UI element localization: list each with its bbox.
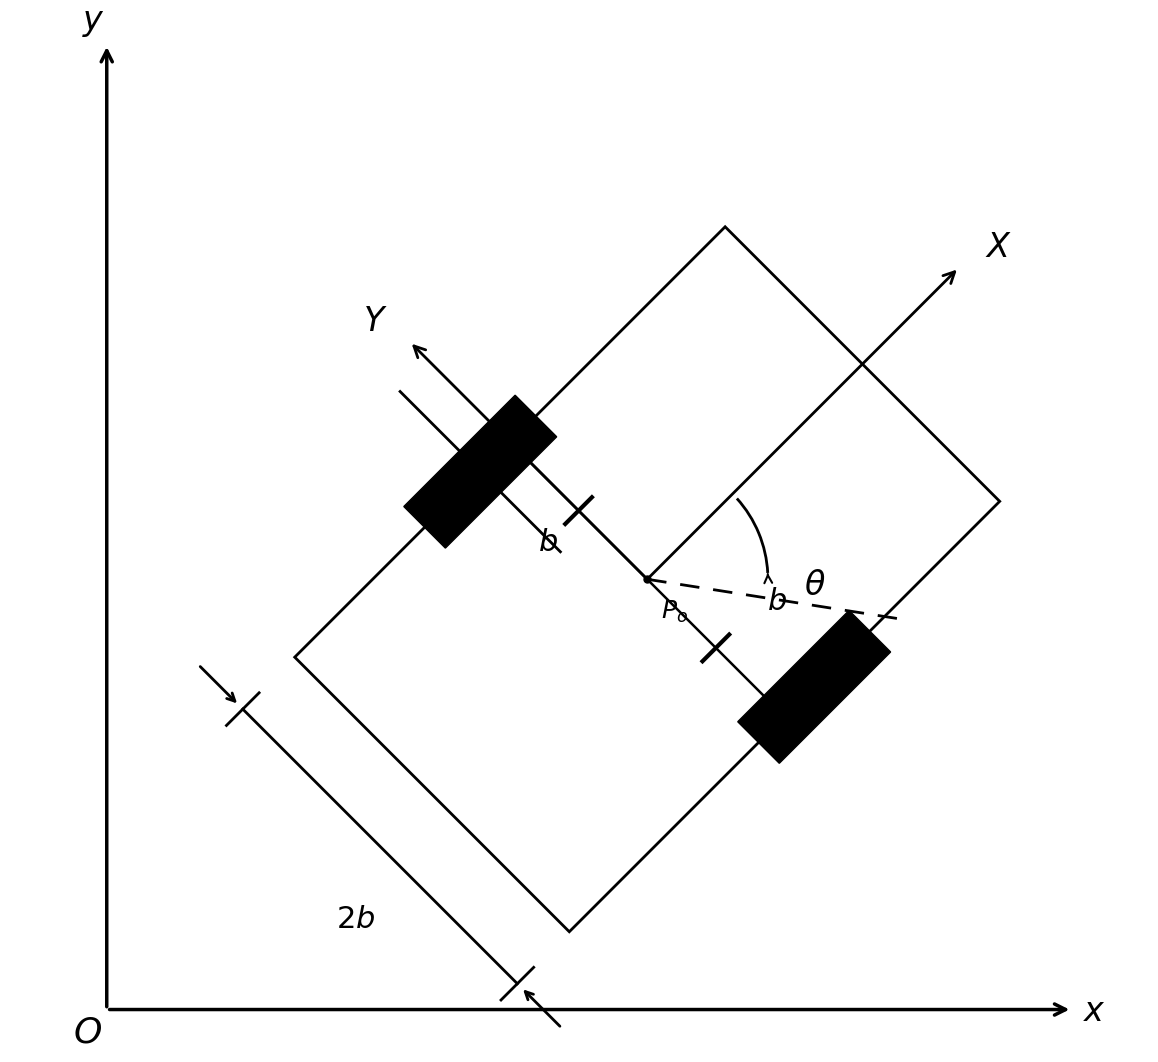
Text: $y$: $y$	[82, 5, 104, 39]
Polygon shape	[738, 611, 891, 764]
Text: $Y$: $Y$	[362, 305, 387, 339]
Text: $x$: $x$	[1083, 995, 1106, 1028]
Text: $b$: $b$	[537, 529, 558, 558]
Text: $P_o$: $P_o$	[661, 599, 688, 626]
Text: $2b$: $2b$	[336, 905, 375, 933]
Polygon shape	[404, 395, 557, 548]
Text: $r$: $r$	[512, 414, 529, 447]
Text: $O$: $O$	[73, 1015, 102, 1049]
Text: $b$: $b$	[768, 587, 787, 616]
Text: $X$: $X$	[985, 232, 1012, 264]
Text: $\theta$: $\theta$	[804, 569, 826, 602]
